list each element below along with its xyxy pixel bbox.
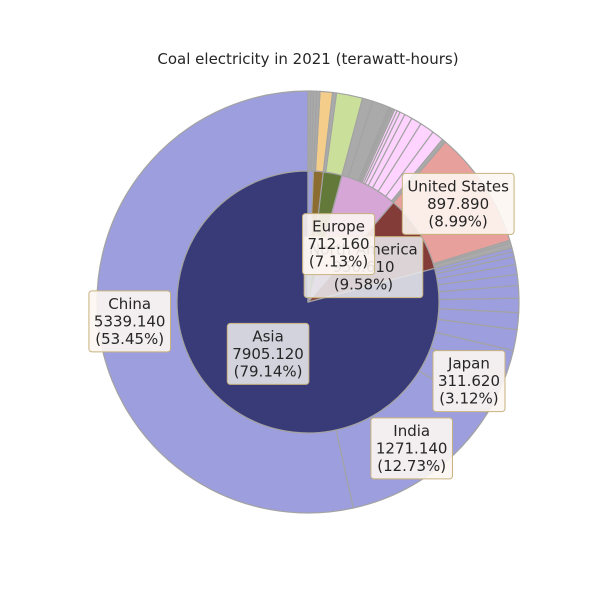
label-name: United States — [407, 177, 509, 195]
label-value: 5339.140 — [94, 312, 166, 330]
label-name: India — [393, 422, 430, 440]
label-name: China — [108, 295, 151, 313]
label-pct: (53.45%) — [95, 330, 164, 348]
label-pct: (7.13%) — [309, 253, 368, 271]
label-value: 311.620 — [438, 372, 500, 390]
outer-wedge-south-america-member-3 — [307, 90, 312, 172]
label-box — [370, 417, 453, 480]
label-pct: (3.12%) — [439, 390, 498, 408]
label-name: Asia — [252, 327, 283, 345]
label-value: 7905.120 — [232, 345, 304, 363]
label-name: Europe — [312, 218, 365, 236]
label-pct: (79.14%) — [234, 362, 303, 380]
label-value: 1271.140 — [376, 439, 448, 457]
label-box — [88, 290, 171, 353]
inner-pie — [176, 170, 440, 434]
label-box — [401, 172, 515, 235]
label-value: 897.890 — [427, 195, 489, 213]
label-box — [432, 350, 506, 413]
label-value: 712.160 — [308, 235, 370, 253]
label-pct: (12.73%) — [377, 457, 446, 475]
label-name: Japan — [447, 355, 490, 373]
label-box — [226, 322, 310, 385]
label-pct: (8.99%) — [428, 212, 487, 230]
label-box — [302, 213, 376, 276]
chart-title: Coal electricity in 2021 (terawatt-hours… — [157, 50, 458, 68]
label-pct: (9.58%) — [334, 276, 393, 294]
